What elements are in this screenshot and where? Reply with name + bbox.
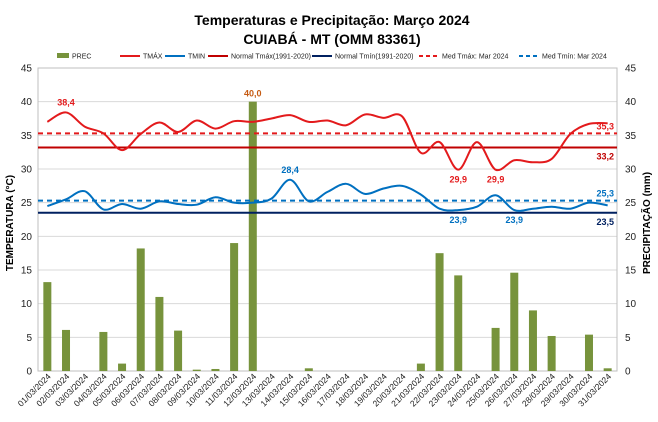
y-tick-right: 15 [625,266,637,277]
data-label: 23,9 [449,215,467,225]
y-tick-left: 20 [21,232,33,243]
plot-frame [37,67,618,372]
precipitation-bars [43,101,612,372]
tmax-line [46,111,608,172]
data-label: 29,9 [449,175,467,185]
y-tick-right: 5 [625,333,631,344]
tmin-line [46,178,608,212]
temperature-lines [46,111,608,212]
y-ticks-right: 0 5 10 15 20 25 30 35 40 45 [625,64,637,378]
prec-bar [99,331,108,371]
y-tick-left: 40 [21,97,33,108]
y-tick-right: 35 [625,131,637,142]
legend-label-prec: PREC [72,54,91,61]
data-label: 25,3 [596,189,614,199]
legend-label-normal_max: Normal Tmáx(1991-2020) [231,54,311,61]
grid [37,67,618,372]
y-ticks-left: 0 5 10 15 20 25 30 35 40 45 [21,64,33,378]
prec-bar [62,329,71,371]
y-tick-right: 20 [625,232,637,243]
legend-label-normal_min: Normal Tmín(1991-2020) [335,54,413,61]
prec-bar [603,368,612,371]
legend: PREC TMÁX TMIN Normal Tmáx(1991-2020) Normal… [57,52,607,61]
y-tick-left: 45 [21,64,33,75]
y-tick-left: 5 [26,333,32,344]
prec-bar [454,275,463,371]
legend-label-med_min: Med Tmín: Mar 2024 [542,54,607,61]
y-tick-left: 25 [21,198,33,209]
y-tick-left: 35 [21,131,33,142]
y-tick-right: 10 [625,299,637,310]
data-label: 23,9 [506,215,524,225]
data-label: 33,2 [596,151,614,161]
data-labels: 38,4 40,0 28,4 29,9 29,9 23,9 23,9 35,3 33,2 25,3… [57,89,614,227]
data-label: 35,3 [596,121,614,131]
data-label: 40,0 [244,89,262,99]
prec-bar [192,369,201,371]
prec-bar [43,282,52,371]
y-axis-right-label: PRECIPITAÇÃO (mm) [640,172,653,274]
chart-subtitle: CUIABÁ - MT (OMM 83361) [243,31,420,47]
y-tick-right: 0 [625,367,631,378]
data-label: 38,4 [57,97,75,107]
prec-bar [155,296,164,371]
prec-bar [304,368,313,371]
prec-bar [547,335,556,371]
prec-bar [584,334,593,371]
prec-bar [211,368,220,371]
y-axis-left-label: TEMPERATURA (°C) [5,175,16,271]
y-tick-right: 45 [625,64,637,75]
prec-bar [248,101,257,372]
prec-bar [510,272,519,371]
legend-swatch-prec [57,53,69,58]
prec-bar [435,253,444,371]
y-tick-right: 25 [625,198,637,209]
prec-bar [174,330,183,371]
prec-bar [416,363,425,371]
reference-lines [38,132,617,214]
y-tick-left: 30 [21,165,33,176]
y-tick-left: 0 [26,367,32,378]
x-ticks: 01/03/202402/03/202403/03/202404/03/2024… [16,371,614,408]
legend-label-tmax: TMÁX [143,52,163,61]
data-label: 23,5 [596,217,614,227]
chart-title: Temperaturas e Precipitação: Março 2024 [194,12,469,28]
legend-label-med_max: Med Tmáx: Mar 2024 [442,54,509,61]
legend-label-tmin: TMIN [188,54,205,61]
data-label: 29,9 [487,175,505,185]
y-tick-right: 40 [625,97,637,108]
prec-bar [491,327,500,371]
data-label: 28,4 [281,165,299,175]
prec-bar [528,310,537,371]
y-tick-left: 10 [21,299,33,310]
y-tick-left: 15 [21,266,33,277]
prec-bar [136,248,145,371]
prec-bar [230,243,239,371]
prec-bar [118,363,127,371]
y-tick-right: 30 [625,165,637,176]
